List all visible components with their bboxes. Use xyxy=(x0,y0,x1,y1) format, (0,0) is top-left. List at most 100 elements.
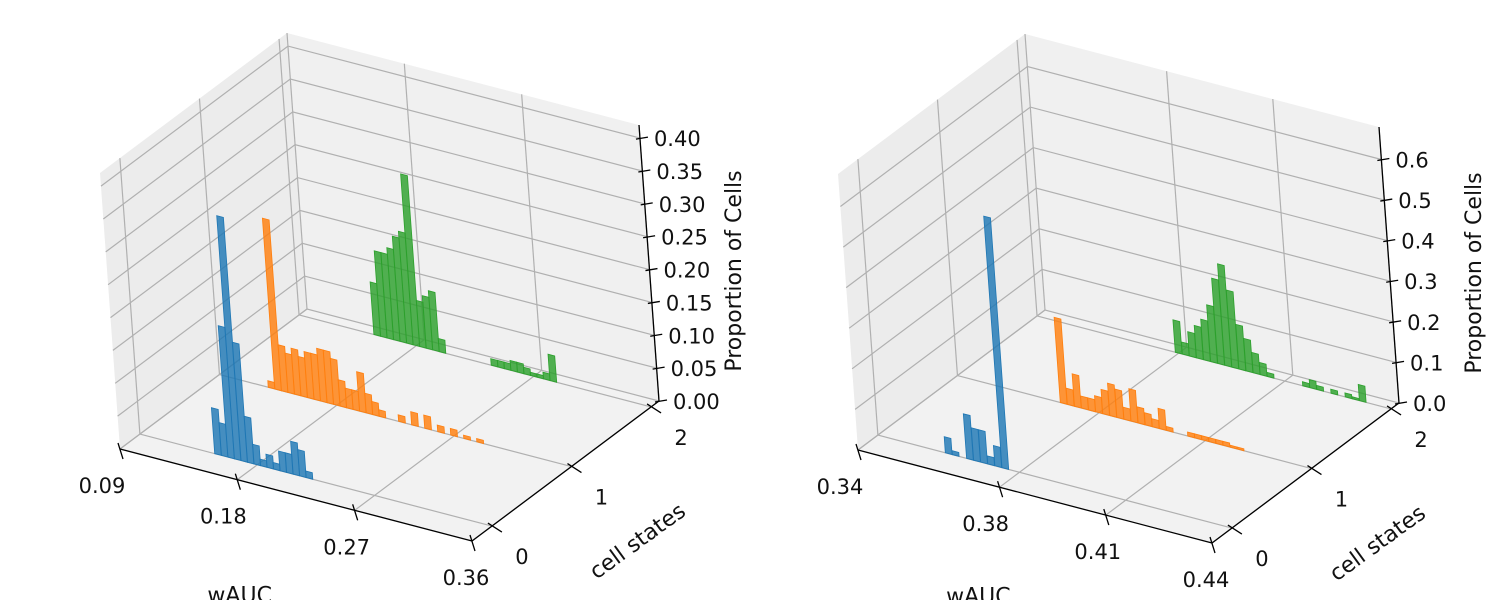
histogram-bar xyxy=(371,400,380,417)
histogram-bar xyxy=(423,414,432,431)
z-tick-label: 0.05 xyxy=(671,357,718,381)
histogram-bar xyxy=(1172,319,1183,355)
left-wall-pane xyxy=(100,33,307,449)
histogram-bar xyxy=(1222,440,1231,448)
y-tick xyxy=(487,522,503,533)
z-axis-label: Proportion of Cells xyxy=(722,170,747,371)
y-tick xyxy=(1386,405,1402,416)
histogram-bar xyxy=(1114,388,1125,420)
z-tick xyxy=(645,267,658,272)
series-state-1 xyxy=(1053,316,1245,452)
y-axis-line xyxy=(1211,402,1400,544)
z-gridline xyxy=(105,111,645,253)
histogram-bar xyxy=(1087,397,1096,413)
z-tick xyxy=(638,169,651,173)
histogram-bar xyxy=(1236,446,1245,452)
histogram-bar xyxy=(1181,341,1190,357)
z-tick-label: 0.20 xyxy=(663,259,710,283)
y-gridline-wall xyxy=(857,159,879,436)
histogram-bar xyxy=(290,347,302,397)
x-tick-label: 0.44 xyxy=(1183,568,1230,592)
x-gridline-floor xyxy=(354,369,543,511)
histogram-bar xyxy=(977,429,988,465)
histogram-bar xyxy=(410,411,419,428)
y-tick-label: 2 xyxy=(674,426,687,450)
x-gridline-floor xyxy=(1105,374,1294,516)
histogram-bar xyxy=(436,424,445,434)
series-state-2 xyxy=(1172,263,1367,403)
histogram-bar xyxy=(1080,395,1089,411)
z-gridline xyxy=(840,65,1382,207)
y-gridline-wall xyxy=(936,99,959,376)
histogram-bar xyxy=(516,361,525,375)
z-tick xyxy=(650,333,663,337)
z-gridline xyxy=(842,106,1385,248)
z-gridline xyxy=(114,242,655,384)
histogram-bar xyxy=(1243,337,1254,374)
z-tick-label: 0.5 xyxy=(1398,189,1431,213)
histogram-bar xyxy=(364,392,374,416)
z-tick-label: 0.1 xyxy=(1410,351,1443,375)
x-tick-label: 0.38 xyxy=(962,512,1009,536)
histogram-bar xyxy=(1217,263,1233,368)
z-tick xyxy=(1377,157,1390,162)
z-tick-label: 0.15 xyxy=(666,291,713,315)
histogram-bar xyxy=(261,217,282,392)
y-axis-line xyxy=(471,400,660,542)
z-tick-label: 0.30 xyxy=(659,193,706,217)
x-axis-label: wAUC xyxy=(946,585,1011,600)
z-tick-label: 0.10 xyxy=(668,324,715,348)
histogram-bar xyxy=(1308,378,1317,390)
histogram-bar xyxy=(522,366,532,377)
y-gridline-floor xyxy=(139,433,493,527)
z-tick xyxy=(642,235,656,239)
histogram-bar xyxy=(1053,316,1068,405)
x-tick xyxy=(469,534,476,552)
x-tick xyxy=(855,443,862,461)
x-tick xyxy=(117,442,124,460)
histogram-bar xyxy=(1251,351,1261,376)
z-tick xyxy=(640,202,653,206)
x-axis-line xyxy=(119,448,473,542)
x-tick xyxy=(352,504,359,521)
histogram-bar xyxy=(210,407,222,456)
histogram-bar xyxy=(951,450,960,457)
x-gridline-wall xyxy=(1024,33,1046,311)
histogram-bar xyxy=(1151,418,1160,430)
z-gridline xyxy=(112,209,653,351)
x-gridline-wall xyxy=(1166,71,1188,348)
histogram-bar xyxy=(986,455,995,467)
z-tick xyxy=(647,300,660,305)
histogram-bar xyxy=(1266,371,1275,379)
histogram-bar xyxy=(943,436,953,456)
histogram-bar xyxy=(243,415,255,465)
histogram-bar xyxy=(449,427,458,438)
x-tick-label: 0.18 xyxy=(200,505,247,529)
histogram-bar xyxy=(1344,392,1353,400)
y-tick-label: 0 xyxy=(515,545,528,569)
histogram-bar xyxy=(400,173,421,348)
histogram-bar xyxy=(547,353,558,383)
x-axis-label: wAUC xyxy=(207,583,272,600)
histogram-bar xyxy=(356,371,367,414)
histogram-bar xyxy=(322,349,335,405)
histogram-bar xyxy=(1157,407,1167,431)
z-gridline xyxy=(102,78,643,220)
y-gridline-floor xyxy=(877,434,1233,529)
z-tick xyxy=(1389,320,1402,324)
y-tick-label: 1 xyxy=(595,486,608,510)
z-tick-label: 0.35 xyxy=(656,160,703,184)
z-axis-label: Proportion of Cells xyxy=(1462,172,1487,373)
chart-panel-left: 0.09 0.18 0.27 0.36 0 1 2 0.00 0.05 0.10 0.15 0.20 0… xyxy=(79,32,747,600)
z-tick xyxy=(1383,239,1396,243)
z-tick-label: 0.6 xyxy=(1395,148,1428,172)
histogram-bar xyxy=(1128,388,1139,424)
histogram-bar xyxy=(1165,425,1174,433)
histogram-bar xyxy=(427,290,440,353)
x-tick xyxy=(1209,536,1216,554)
z-tick xyxy=(1386,279,1399,283)
histogram-bar xyxy=(1094,395,1103,415)
z-tick-label: 0.25 xyxy=(661,226,708,250)
z-tick-label: 0.3 xyxy=(1404,270,1437,294)
